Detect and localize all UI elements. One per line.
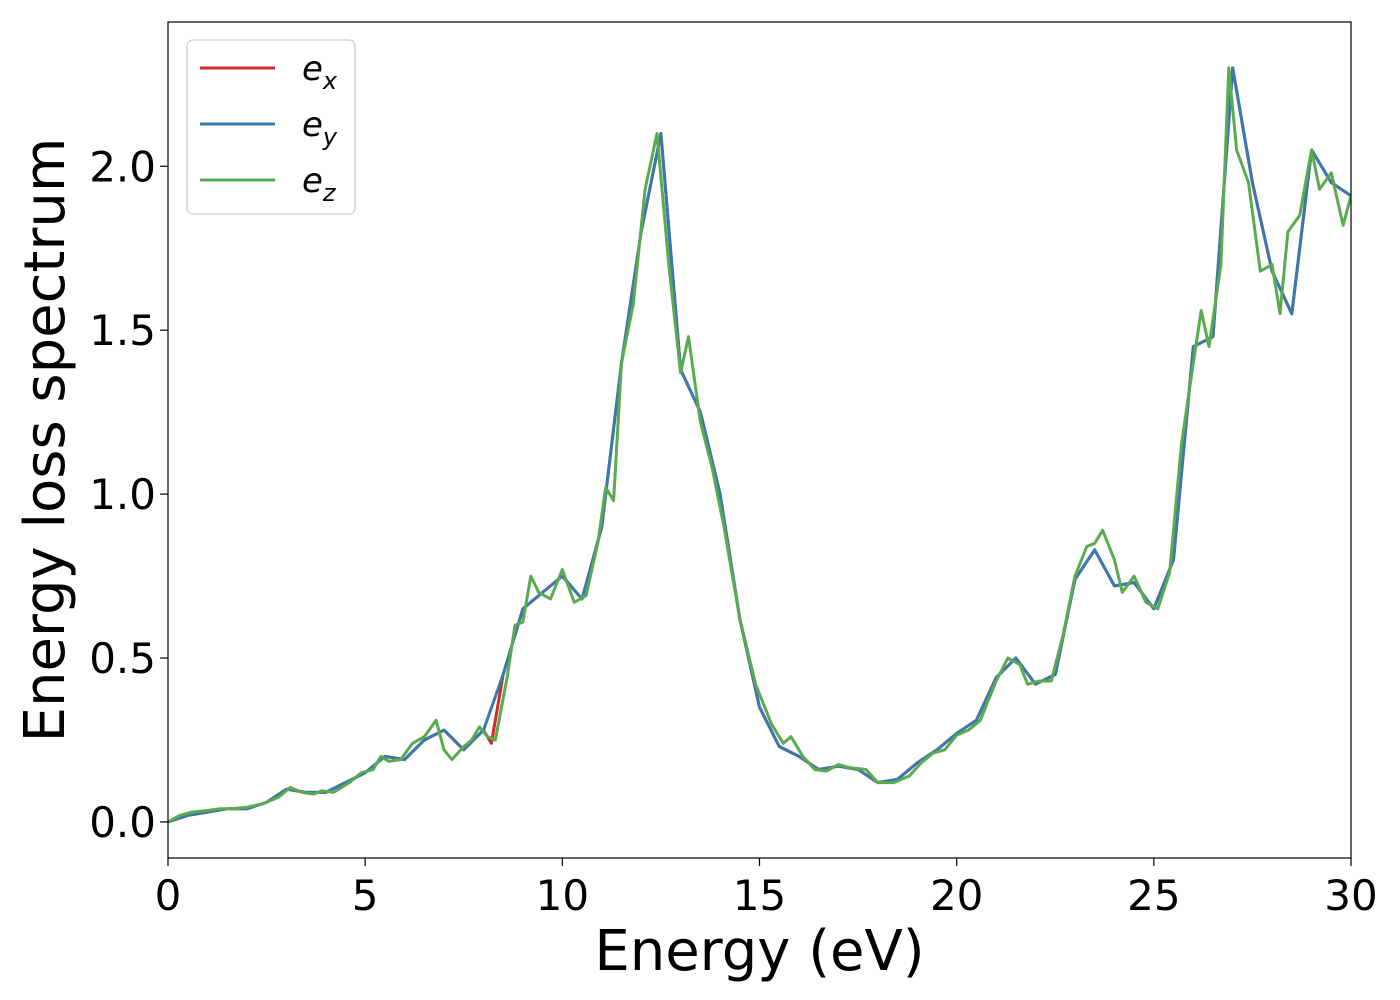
legend: ex ey ez xyxy=(186,39,356,215)
y-tick-label: 1.0 xyxy=(89,470,156,519)
x-axis-title: Energy (eV) xyxy=(594,919,924,984)
y-axis: 0.0 0.5 1.0 1.5 2.0 xyxy=(89,142,168,847)
legend-label-e-x: ex xyxy=(302,49,338,95)
y-axis-title: Energy loss spectrum xyxy=(13,138,78,743)
legend-label-e-z: ez xyxy=(302,161,337,207)
y-tick-label: 1.5 xyxy=(89,306,156,355)
x-axis: 0 5 10 15 20 25 30 xyxy=(155,858,1378,920)
x-tick-label: 30 xyxy=(1324,871,1377,920)
series-layer xyxy=(168,66,1351,824)
x-tick-label: 15 xyxy=(733,871,786,920)
y-tick-label: 0.5 xyxy=(89,634,156,683)
y-tick-label: 2.0 xyxy=(89,142,156,191)
y-tick-label: 0.0 xyxy=(89,798,156,847)
x-tick-label: 0 xyxy=(155,871,182,920)
x-tick-label: 25 xyxy=(1127,871,1180,920)
legend-label-e-y: ey xyxy=(302,105,338,151)
x-tick-label: 10 xyxy=(536,871,589,920)
x-tick-label: 20 xyxy=(930,871,983,920)
x-tick-label: 5 xyxy=(352,871,379,920)
legend-box xyxy=(186,39,356,215)
series-line-e-z xyxy=(168,66,1351,824)
